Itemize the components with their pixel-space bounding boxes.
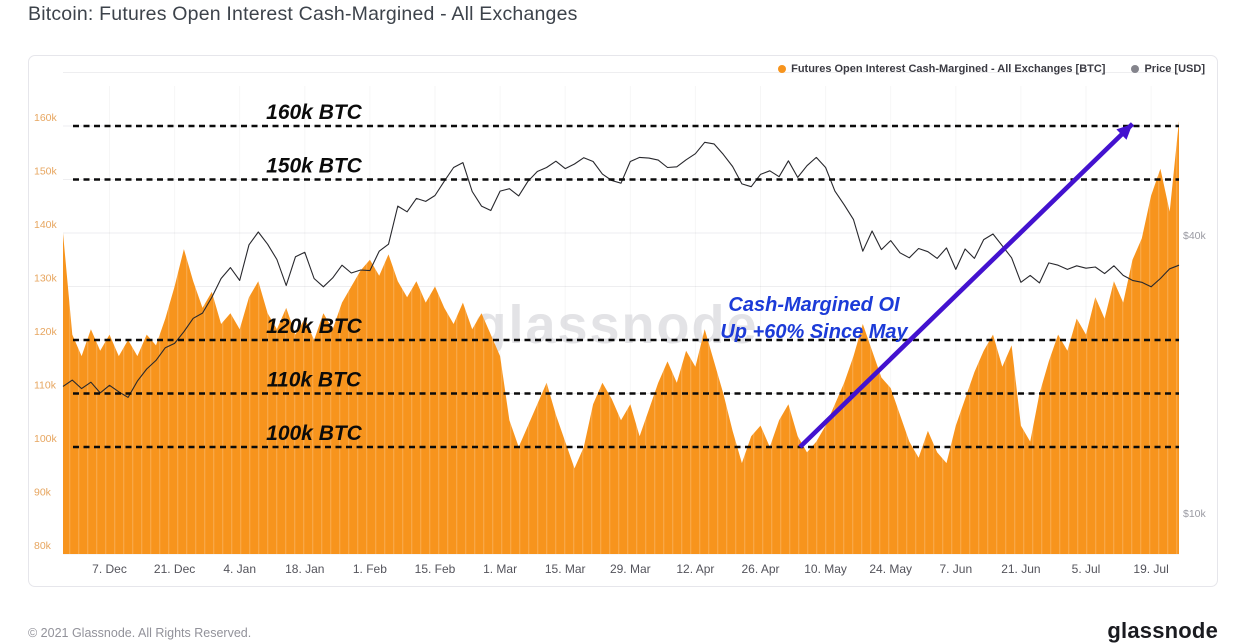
chart-plot-area[interactable]: glassnode 160k BTC 150k BTC 120k BTC 110k B… xyxy=(29,56,1219,588)
level-label-160k: 160k BTC xyxy=(266,101,363,124)
left-tick-110k: 110k xyxy=(34,380,57,392)
x-tick-9: 12. Apr xyxy=(676,562,714,576)
x-tick-1: 21. Dec xyxy=(154,562,195,576)
x-tick-3: 18. Jan xyxy=(285,562,324,576)
left-tick-150k: 150k xyxy=(34,166,58,178)
level-label-110k: 110k BTC xyxy=(267,369,362,392)
x-tick-8: 29. Mar xyxy=(610,562,651,576)
price-line-series xyxy=(62,141,1180,398)
level-label-150k: 150k BTC xyxy=(266,155,363,178)
callout-line2: Up +60% Since May xyxy=(720,321,908,343)
x-tick-13: 7. Jun xyxy=(939,562,972,576)
legend-item-oi[interactable]: Futures Open Interest Cash-Margined - Al… xyxy=(778,63,1105,75)
left-tick-130k: 130k xyxy=(34,273,58,285)
oi-legend-label: Futures Open Interest Cash-Margined - Al… xyxy=(791,63,1106,75)
oi-series-swatch-icon xyxy=(778,65,787,73)
right-tick-$40k: $40k xyxy=(1183,230,1207,242)
x-tick-15: 5. Jul xyxy=(1072,562,1101,576)
x-tick-10: 26. Apr xyxy=(741,562,779,576)
x-tick-2: 4. Jan xyxy=(223,562,256,576)
left-tick-140k: 140k xyxy=(34,219,58,231)
page-title: Bitcoin: Futures Open Interest Cash-Marg… xyxy=(28,3,578,25)
x-tick-12: 24. May xyxy=(869,562,912,576)
x-tick-16: 19. Jul xyxy=(1133,562,1168,576)
x-tick-14: 21. Jun xyxy=(1001,562,1040,576)
left-tick-90k: 90k xyxy=(34,487,52,499)
level-annotations: 160k BTC 150k BTC 120k BTC 110k BTC 100k BTC xyxy=(73,101,1179,449)
level-label-100k: 100k BTC xyxy=(266,422,363,445)
left-tick-120k: 120k xyxy=(34,326,58,338)
trend-arrowhead-icon xyxy=(1116,123,1133,140)
glassnode-watermark: glassnode xyxy=(473,295,758,355)
x-tick-5: 15. Feb xyxy=(415,562,456,576)
x-tick-7: 15. Mar xyxy=(545,562,586,576)
watermark: glassnode xyxy=(473,295,758,355)
left-tick-160k: 160k xyxy=(34,112,58,124)
callout-line1: Cash-Margined OI xyxy=(728,294,900,316)
trend-arrow xyxy=(798,122,1135,449)
left-tick-100k: 100k xyxy=(34,433,58,445)
chart-card: Futures Open Interest Cash-Margined - Al… xyxy=(28,55,1218,587)
axis-labels: 80k 90k 100k 110k 120k 130k 140k 150k 160k $40k $1… xyxy=(34,112,1207,576)
callout-annotation: Cash-Margined OI Up +60% Since May xyxy=(720,122,1135,449)
x-tick-4: 1. Feb xyxy=(353,562,387,576)
legend-item-price[interactable]: Price [USD] xyxy=(1131,63,1205,75)
chart-legend: Futures Open Interest Cash-Margined - Al… xyxy=(778,63,1205,75)
level-label-120k: 120k BTC xyxy=(266,315,363,338)
right-tick-$10k: $10k xyxy=(1183,508,1207,520)
price-series-swatch-icon xyxy=(1131,65,1140,73)
data-series xyxy=(62,120,1180,554)
glassnode-logo: glassnode xyxy=(1107,618,1218,643)
copyright-text: © 2021 Glassnode. All Rights Reserved. xyxy=(28,626,252,640)
left-tick-80k: 80k xyxy=(34,540,52,552)
x-tick-6: 1. Mar xyxy=(483,562,517,576)
price-legend-label: Price [USD] xyxy=(1144,63,1205,75)
oi-area-texture xyxy=(63,120,1179,554)
x-tick-0: 7. Dec xyxy=(92,562,127,576)
x-tick-11: 10. May xyxy=(804,562,847,576)
footer: © 2021 Glassnode. All Rights Reserved. g… xyxy=(28,618,1218,644)
